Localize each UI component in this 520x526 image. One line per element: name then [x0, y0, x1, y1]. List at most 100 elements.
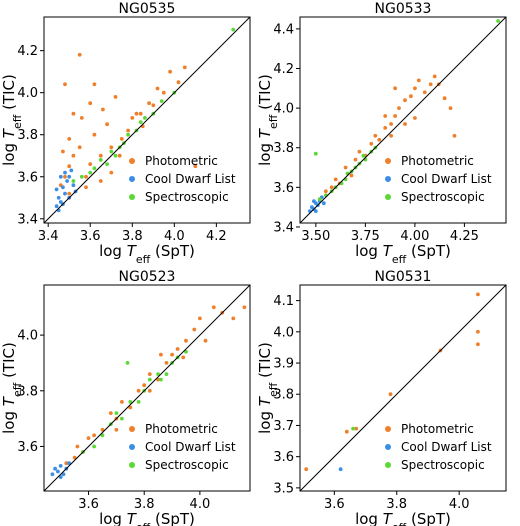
point-photometric — [353, 157, 358, 162]
point-photometric — [476, 342, 480, 347]
point-photometric — [389, 122, 393, 126]
point-spectroscopic — [156, 372, 161, 376]
y-tick-label: 3.5 — [273, 481, 294, 496]
point-photometric — [109, 170, 114, 175]
y-tick-label: 3.8 — [17, 128, 38, 143]
point-photometric — [67, 191, 72, 196]
panel-ng0523: 3.6 3.8 4.0 3.6 3.8 4.0 NG0523 log Teff (SpT) lo… — [0, 269, 251, 526]
y-axis-label: log Teff (TIC) — [256, 342, 280, 434]
point-photometric — [192, 327, 197, 332]
point-photometric — [432, 74, 437, 79]
point-spectroscopic — [496, 19, 500, 23]
y-tick-label: 3.6 — [273, 181, 294, 196]
x-tick-label: 3.8 — [122, 229, 143, 244]
legend-marker-photometric — [129, 426, 135, 432]
legend-marker-spectroscopic — [385, 462, 391, 468]
point-photometric — [422, 90, 427, 95]
legend-label-cool_dwarf: Cool Dwarf List — [145, 440, 236, 454]
data-points — [304, 292, 480, 472]
point-photometric — [231, 316, 236, 321]
legend-label-spectroscopic: Spectroscopic — [145, 190, 229, 204]
point-spectroscopic — [105, 162, 109, 167]
legend-label-photometric: Photometric — [145, 154, 218, 168]
legend: Photometric Cool Dwarf List Spectroscopic — [129, 422, 236, 472]
point-cool_dwarf — [50, 472, 55, 477]
point-photometric — [142, 383, 147, 388]
point-photometric — [67, 164, 72, 169]
legend-label-spectroscopic: Spectroscopic — [401, 458, 485, 472]
point-spectroscopic — [184, 349, 188, 354]
point-photometric — [383, 126, 388, 130]
point-spectroscopic — [92, 444, 96, 449]
point-photometric — [108, 411, 113, 415]
point-photometric — [388, 392, 393, 397]
point-photometric — [86, 436, 91, 440]
point-spectroscopic — [125, 361, 130, 365]
point-photometric — [114, 427, 119, 432]
point-photometric — [416, 78, 421, 83]
x-axis-label: log Teff (SpT) — [99, 242, 195, 266]
identity-line — [43, 284, 251, 492]
point-photometric — [105, 122, 109, 127]
legend-marker-cool_dwarf — [129, 444, 135, 450]
point-photometric — [63, 82, 67, 87]
legend-marker-spectroscopic — [129, 462, 135, 468]
point-cool_dwarf — [58, 464, 63, 468]
y-tick-label: 3.6 — [17, 440, 38, 455]
point-spectroscopic — [71, 179, 76, 183]
legend-marker-cool_dwarf — [385, 176, 391, 182]
point-photometric — [198, 316, 202, 321]
point-spectroscopic — [98, 158, 103, 162]
point-photometric — [128, 405, 133, 410]
point-spectroscopic — [231, 27, 236, 32]
legend-label-photometric: Photometric — [145, 422, 218, 436]
panel-ng0533: 3.50 3.75 4.00 4.25 3.4 3.6 3.8 4.0 4.2 4.4 NG0533… — [256, 1, 507, 266]
point-photometric — [377, 137, 382, 142]
point-photometric — [92, 132, 97, 137]
legend-label-spectroscopic: Spectroscopic — [401, 190, 485, 204]
x-tick-label: 4.0 — [449, 497, 470, 512]
legend-marker-spectroscopic — [129, 194, 135, 200]
y-tick-label: 4.0 — [273, 325, 294, 340]
point-photometric — [403, 122, 407, 126]
x-tick-label: 3.8 — [386, 497, 407, 512]
point-spectroscopic — [317, 197, 322, 202]
x-tick-label: 4.25 — [450, 229, 479, 244]
x-tick-label: 4.2 — [206, 229, 227, 244]
point-cool_dwarf — [61, 472, 66, 477]
point-photometric — [403, 98, 407, 103]
legend-marker-photometric — [385, 158, 391, 164]
point-spectroscopic — [313, 151, 318, 156]
point-photometric — [120, 400, 124, 404]
point-photometric — [354, 426, 359, 431]
y-tick-label: 4.0 — [273, 102, 294, 117]
y-tick-label: 3.7 — [273, 419, 294, 434]
panel-ng0535: 3.4 3.6 3.8 4.0 4.2 3.4 3.6 3.8 4.0 4.2 NG0535 log … — [0, 1, 251, 266]
point-photometric — [84, 185, 88, 190]
point-photometric — [155, 86, 160, 91]
point-cool_dwarf — [54, 187, 59, 192]
point-photometric — [242, 305, 247, 310]
legend-marker-cool_dwarf — [385, 444, 391, 450]
x-tick-label: 4.0 — [190, 497, 211, 512]
point-cool_dwarf — [53, 466, 57, 471]
point-photometric — [147, 101, 152, 106]
point-photometric — [164, 361, 169, 365]
point-spectroscopic — [136, 400, 141, 404]
point-photometric — [130, 116, 135, 120]
point-photometric — [304, 467, 309, 472]
point-photometric — [393, 86, 397, 91]
point-photometric — [161, 90, 166, 95]
y-tick-label: 4.0 — [17, 86, 38, 101]
point-spectroscopic — [159, 377, 163, 382]
point-photometric — [329, 185, 334, 190]
x-tick-label: 3.6 — [324, 497, 345, 512]
x-axis-label: log Teff (SpT) — [99, 510, 195, 526]
y-tick-label: 4.2 — [17, 44, 38, 59]
point-photometric — [349, 173, 354, 178]
point-photometric — [98, 179, 103, 183]
x-tick-label: 4.00 — [400, 229, 429, 244]
point-photometric — [156, 377, 161, 382]
point-photometric — [119, 137, 124, 141]
y-axis-label: log Teff (TIC) — [256, 74, 280, 166]
